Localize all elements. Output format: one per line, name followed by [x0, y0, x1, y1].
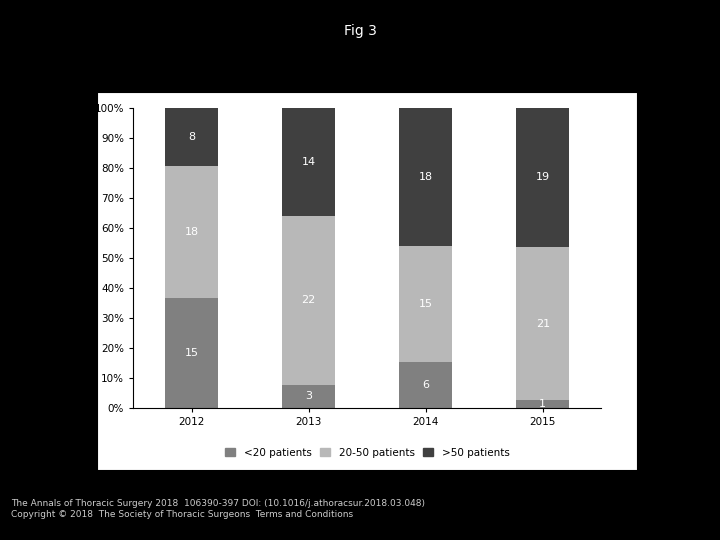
Text: 21: 21: [536, 319, 550, 329]
Bar: [516, 247, 569, 400]
Bar: [400, 246, 452, 362]
Text: 18: 18: [418, 172, 433, 182]
Text: 3: 3: [305, 391, 312, 401]
Text: 15: 15: [419, 299, 433, 309]
Text: 1: 1: [539, 399, 546, 409]
Text: 6: 6: [422, 380, 429, 390]
Text: 8: 8: [188, 132, 195, 142]
Text: Fig 3: Fig 3: [343, 24, 377, 38]
Text: 22: 22: [302, 295, 316, 305]
Text: 15: 15: [185, 348, 199, 358]
Bar: [166, 166, 218, 298]
Bar: [282, 108, 335, 215]
Text: 14: 14: [302, 157, 316, 167]
Bar: [282, 215, 335, 384]
Bar: [282, 384, 335, 408]
Bar: [166, 108, 218, 166]
Text: 18: 18: [184, 227, 199, 237]
Bar: [400, 362, 452, 408]
Bar: [400, 108, 452, 246]
Bar: [516, 400, 569, 408]
Legend: <20 patients, 20-50 patients, >50 patients: <20 patients, 20-50 patients, >50 patien…: [222, 444, 513, 461]
Text: 19: 19: [536, 172, 550, 183]
Bar: [516, 108, 569, 247]
Text: The Annals of Thoracic Surgery 2018  106390-397 DOI: (10.1016/j.athoracsur.2018.: The Annals of Thoracic Surgery 2018 1063…: [11, 500, 425, 519]
Bar: [166, 298, 218, 408]
